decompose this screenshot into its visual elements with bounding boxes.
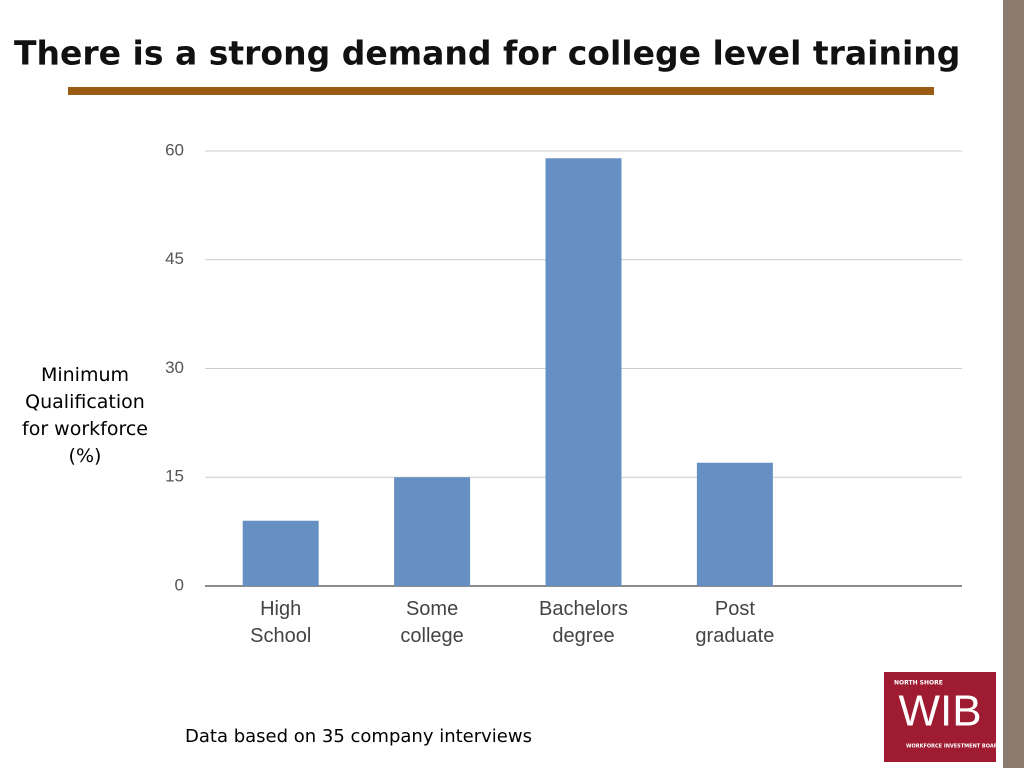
x-tick-label: Some college bbox=[400, 598, 464, 647]
bar bbox=[394, 477, 471, 586]
title-rule bbox=[68, 87, 934, 95]
bar bbox=[545, 158, 622, 586]
y-tick-label: 30 bbox=[165, 358, 184, 377]
y-tick-label: 0 bbox=[175, 575, 184, 594]
y-tick-label: 15 bbox=[165, 467, 184, 486]
logo-bottom: WORKFORCE INVESTMENT BOARD bbox=[906, 744, 1002, 750]
y-axis-label: Minimum Qualification for workforce (%) bbox=[22, 364, 148, 467]
x-tick-label: Post graduate bbox=[695, 598, 775, 647]
y-tick-label: 45 bbox=[165, 249, 184, 268]
bar bbox=[242, 520, 319, 586]
footnote: Data based on 35 company interviews bbox=[185, 726, 532, 747]
y-tick-label: 60 bbox=[165, 140, 184, 159]
logo-top: NORTH SHORE bbox=[894, 680, 943, 687]
logo-main: WIB bbox=[898, 687, 981, 736]
x-tick-label: Bachelors degree bbox=[539, 598, 628, 647]
chart-title: There is a strong demand for college lev… bbox=[14, 34, 960, 73]
bar bbox=[696, 462, 773, 586]
side-stripe bbox=[1003, 0, 1024, 768]
x-tick-label: High School bbox=[250, 598, 312, 647]
logo-box bbox=[884, 672, 996, 762]
